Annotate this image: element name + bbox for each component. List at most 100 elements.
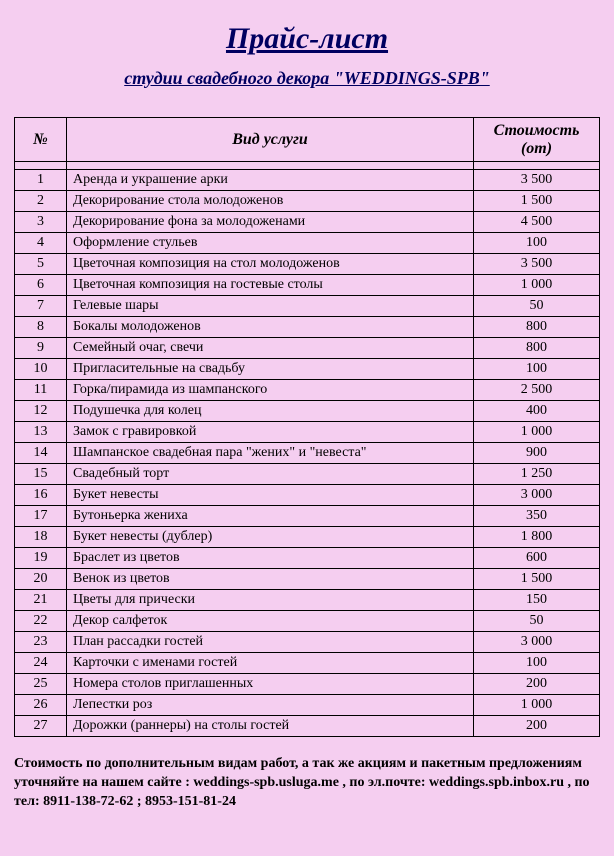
cell-service: Номера столов приглашенных — [67, 674, 474, 695]
cell-cost: 1 500 — [474, 569, 600, 590]
cell-num: 27 — [15, 716, 67, 737]
cell-cost: 100 — [474, 653, 600, 674]
table-row: 18Букет невесты (дублер)1 800 — [15, 527, 600, 548]
table-row: 22Декор салфеток50 — [15, 611, 600, 632]
cell-num: 16 — [15, 485, 67, 506]
cell-service: Лепестки роз — [67, 695, 474, 716]
cell-service: Венок из цветов — [67, 569, 474, 590]
cell-service: Семейный очаг, свечи — [67, 338, 474, 359]
table-row: 25Номера столов приглашенных200 — [15, 674, 600, 695]
cell-service: Дорожки (раннеры) на столы гостей — [67, 716, 474, 737]
cell-service: Цветочная композиция на стол молодоженов — [67, 254, 474, 275]
cell-num: 24 — [15, 653, 67, 674]
cell-num: 13 — [15, 422, 67, 443]
cell-num: 15 — [15, 464, 67, 485]
table-row: 13Замок с гравировкой1 000 — [15, 422, 600, 443]
cell-num: 5 — [15, 254, 67, 275]
cell-service: Пригласительные на свадьбу — [67, 359, 474, 380]
cell-num: 9 — [15, 338, 67, 359]
table-row: 26Лепестки роз1 000 — [15, 695, 600, 716]
cell-cost: 2 500 — [474, 380, 600, 401]
cell-service: Свадебный торт — [67, 464, 474, 485]
cell-cost: 100 — [474, 233, 600, 254]
table-row: 10Пригласительные на свадьбу100 — [15, 359, 600, 380]
cell-cost: 800 — [474, 317, 600, 338]
cell-num: 22 — [15, 611, 67, 632]
cell-cost: 1 500 — [474, 191, 600, 212]
table-row: 16Букет невесты3 000 — [15, 485, 600, 506]
table-row: 21Цветы для прически150 — [15, 590, 600, 611]
price-table: № Вид услуги Стоимость (от) 1Аренда и ук… — [14, 117, 600, 737]
cell-num: 20 — [15, 569, 67, 590]
table-row: 14Шампанское свадебная пара "жених" и "н… — [15, 443, 600, 464]
table-row: 24Карточки с именами гостей100 — [15, 653, 600, 674]
cell-service: Карточки с именами гостей — [67, 653, 474, 674]
cell-service: Замок с гравировкой — [67, 422, 474, 443]
cell-service: Бутоньерка жениха — [67, 506, 474, 527]
table-row: 6Цветочная композиция на гостевые столы1… — [15, 275, 600, 296]
table-row: 1Аренда и украшение арки3 500 — [15, 170, 600, 191]
cell-cost: 100 — [474, 359, 600, 380]
cell-cost: 1 000 — [474, 695, 600, 716]
cell-num: 25 — [15, 674, 67, 695]
cell-service: План рассадки гостей — [67, 632, 474, 653]
cell-cost: 50 — [474, 611, 600, 632]
cell-cost: 800 — [474, 338, 600, 359]
cell-num: 12 — [15, 401, 67, 422]
table-row: 27Дорожки (раннеры) на столы гостей200 — [15, 716, 600, 737]
cell-cost: 200 — [474, 716, 600, 737]
page: Прайс-лист студии свадебного декора "WED… — [0, 0, 614, 856]
table-row: 9Семейный очаг, свечи800 — [15, 338, 600, 359]
cell-num: 26 — [15, 695, 67, 716]
cell-service: Цветочная композиция на гостевые столы — [67, 275, 474, 296]
table-row: 12Подушечка для колец400 — [15, 401, 600, 422]
table-row: 5Цветочная композиция на стол молодожено… — [15, 254, 600, 275]
cell-service: Аренда и украшение арки — [67, 170, 474, 191]
cell-cost: 50 — [474, 296, 600, 317]
cell-num: 14 — [15, 443, 67, 464]
cell-num: 7 — [15, 296, 67, 317]
cell-service: Букет невесты (дублер) — [67, 527, 474, 548]
cell-service: Цветы для прически — [67, 590, 474, 611]
page-title: Прайс-лист — [14, 22, 600, 56]
cell-cost: 600 — [474, 548, 600, 569]
table-spacer-row — [15, 162, 600, 170]
cell-service: Гелевые шары — [67, 296, 474, 317]
cell-cost: 900 — [474, 443, 600, 464]
cell-num: 17 — [15, 506, 67, 527]
cell-num: 4 — [15, 233, 67, 254]
cell-service: Горка/пирамида из шампанского — [67, 380, 474, 401]
cell-service: Букет невесты — [67, 485, 474, 506]
table-row: 17Бутоньерка жениха350 — [15, 506, 600, 527]
cell-service: Декор салфеток — [67, 611, 474, 632]
cell-service: Декорирование стола молодоженов — [67, 191, 474, 212]
table-row: 23План рассадки гостей3 000 — [15, 632, 600, 653]
table-row: 11Горка/пирамида из шампанского2 500 — [15, 380, 600, 401]
cell-num: 19 — [15, 548, 67, 569]
cell-cost: 350 — [474, 506, 600, 527]
cell-service: Бокалы молодоженов — [67, 317, 474, 338]
cell-service: Подушечка для колец — [67, 401, 474, 422]
table-row: 2Декорирование стола молодоженов1 500 — [15, 191, 600, 212]
table-row: 7Гелевые шары50 — [15, 296, 600, 317]
col-header-num: № — [15, 118, 67, 162]
col-header-service: Вид услуги — [67, 118, 474, 162]
table-row: 3Декорирование фона за молодоженами4 500 — [15, 212, 600, 233]
table-header-row: № Вид услуги Стоимость (от) — [15, 118, 600, 162]
cell-cost: 3 500 — [474, 254, 600, 275]
cell-cost: 4 500 — [474, 212, 600, 233]
cell-num: 11 — [15, 380, 67, 401]
cell-service: Оформление стульев — [67, 233, 474, 254]
cell-num: 1 — [15, 170, 67, 191]
cell-num: 10 — [15, 359, 67, 380]
cell-cost: 200 — [474, 674, 600, 695]
cell-cost: 1 000 — [474, 422, 600, 443]
footer-note: Стоимость по дополнительным видам работ,… — [14, 755, 600, 812]
cell-service: Шампанское свадебная пара "жених" и "нев… — [67, 443, 474, 464]
cell-service: Браслет из цветов — [67, 548, 474, 569]
table-row: 15Свадебный торт1 250 — [15, 464, 600, 485]
table-row: 4Оформление стульев100 — [15, 233, 600, 254]
cell-cost: 1 000 — [474, 275, 600, 296]
cell-num: 3 — [15, 212, 67, 233]
cell-num: 6 — [15, 275, 67, 296]
